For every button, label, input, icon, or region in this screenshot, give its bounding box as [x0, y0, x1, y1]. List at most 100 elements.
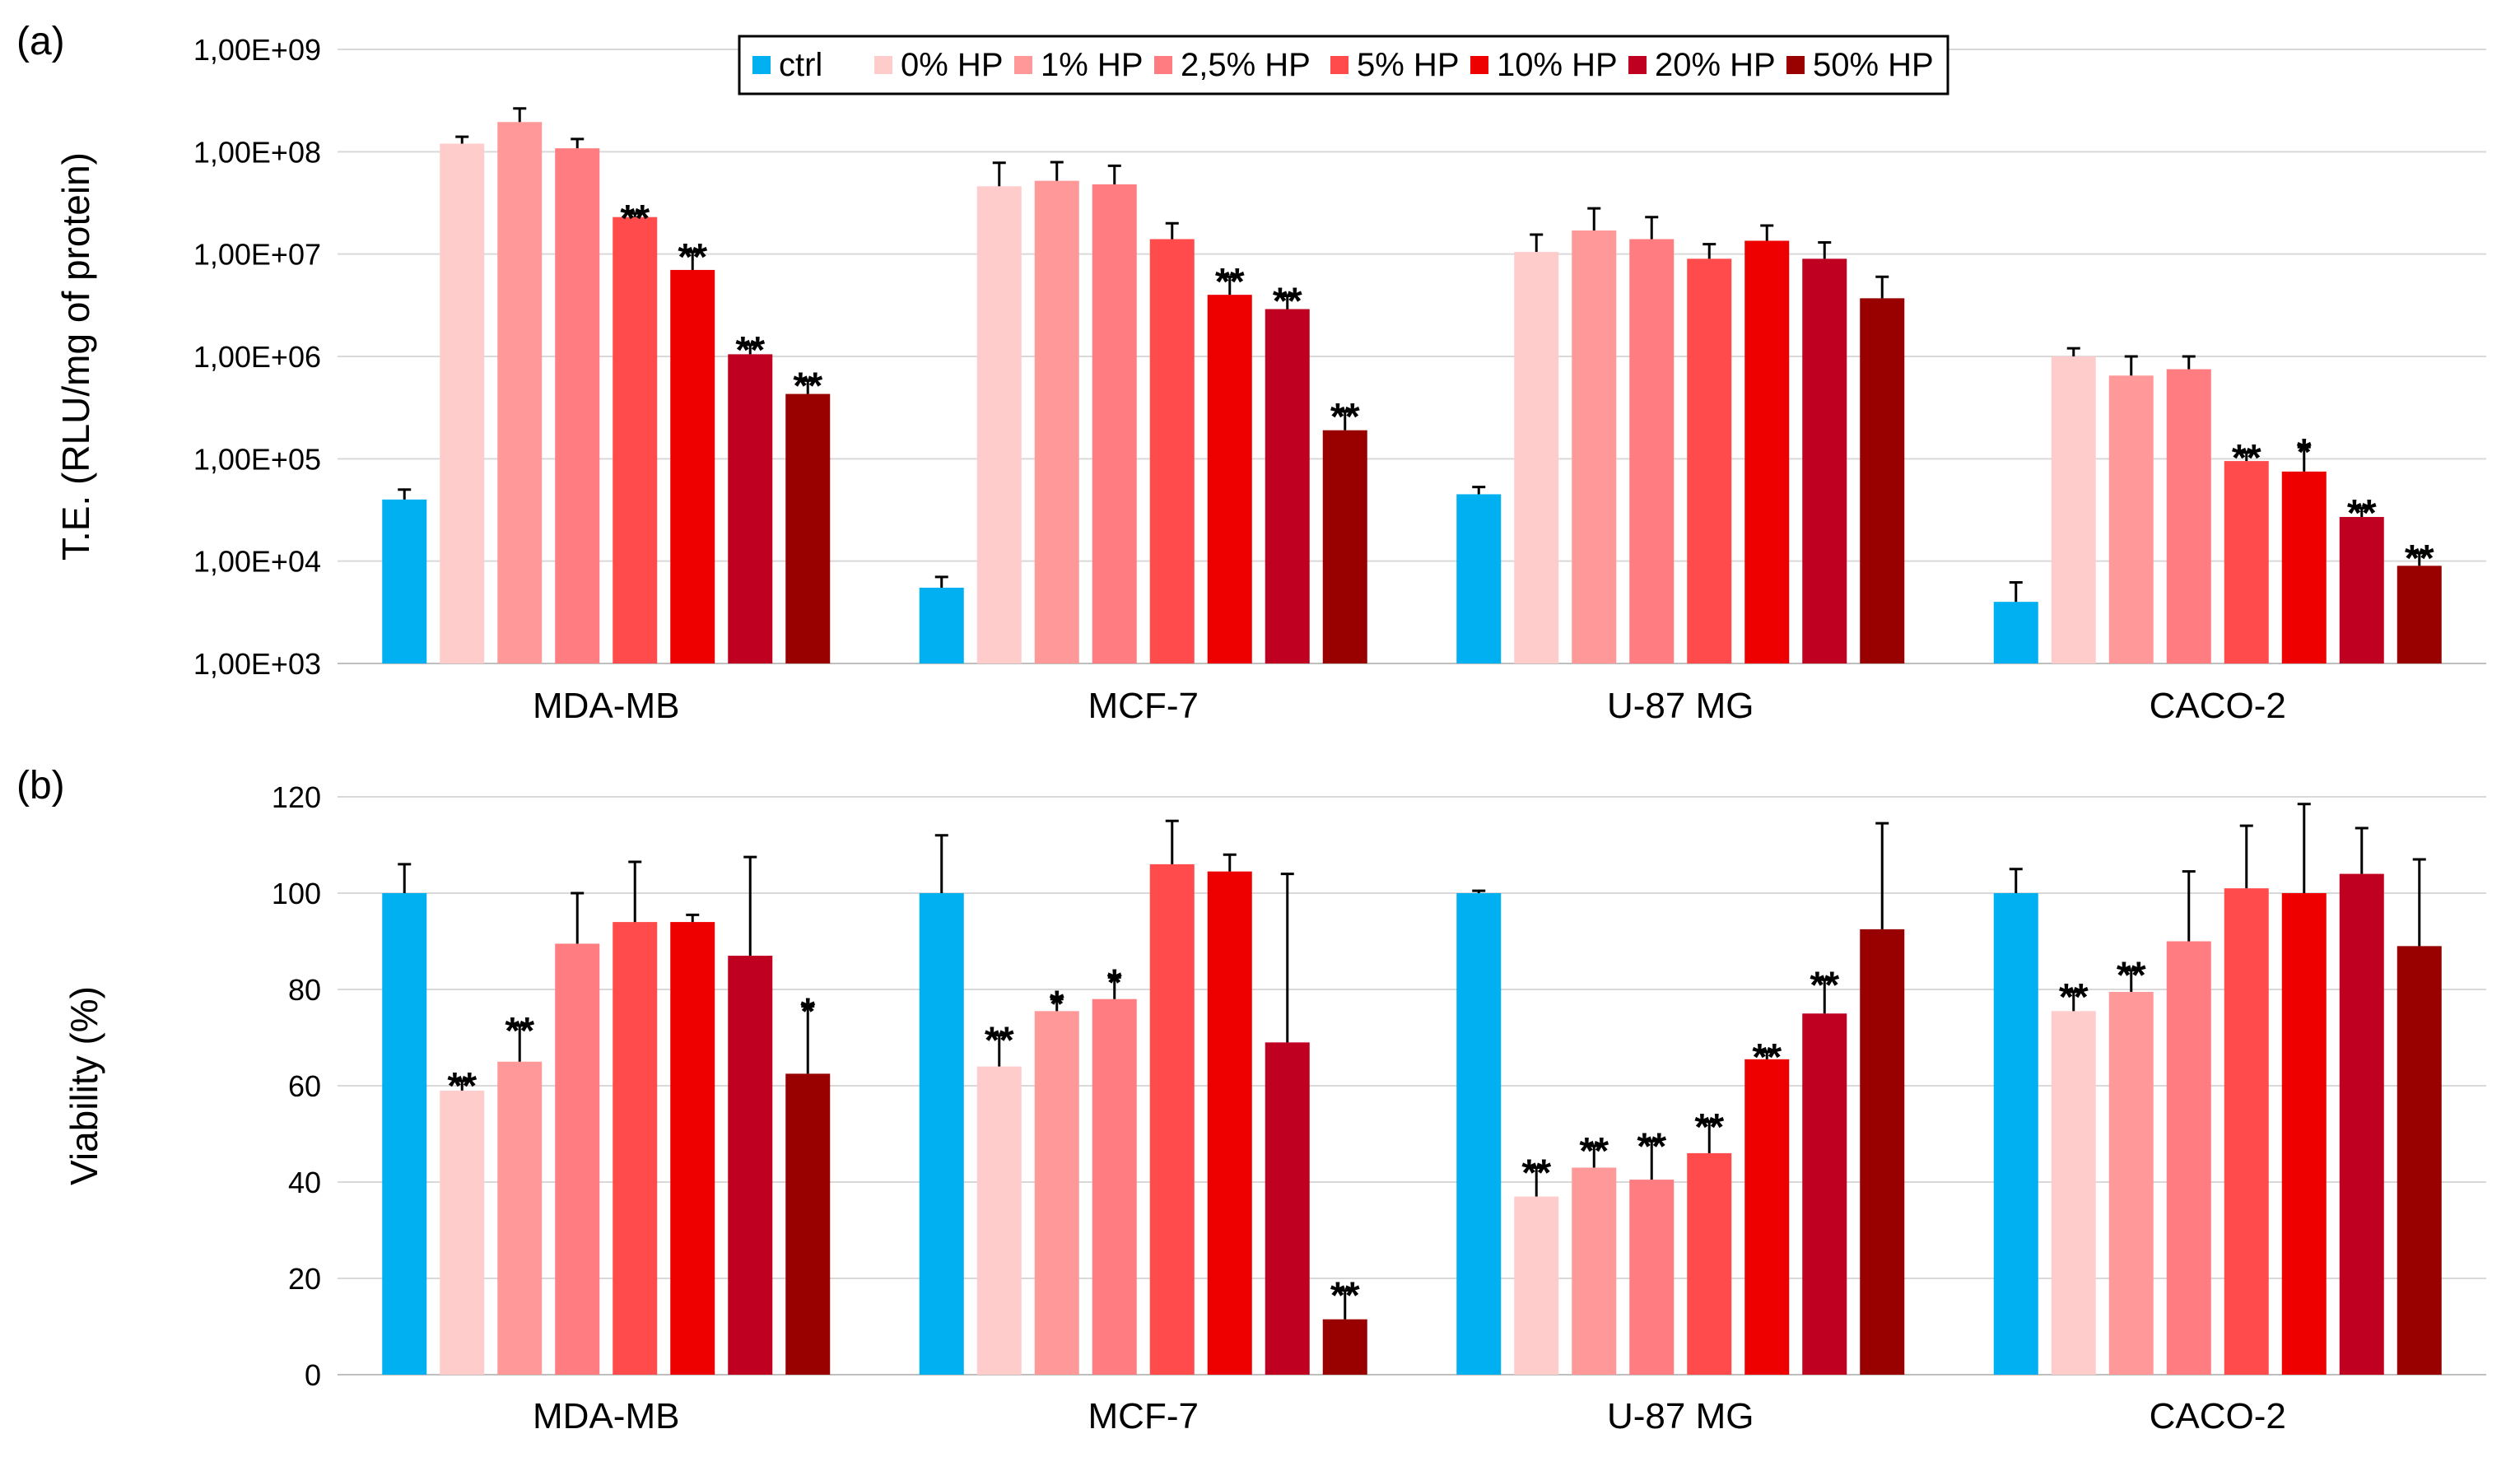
bar-u-87-mg-1-hp	[1572, 230, 1617, 664]
legend-label-0-hp: 0% HP	[901, 47, 1004, 83]
legend-label-20-hp: 20% HP	[1655, 47, 1776, 83]
legend-swatch-10-hp	[1470, 56, 1488, 74]
bar-caco-2-2-5-hp	[2166, 941, 2211, 1375]
significance-mda-mb-50-hp: *	[800, 989, 815, 1032]
significance-mcf-7-10-hp: **	[1215, 260, 1245, 303]
bar-mda-mb-2-5-hp	[555, 943, 600, 1375]
y-tick-label-1-00e-05: 1,00E+05	[193, 442, 321, 476]
legend-label-ctrl: ctrl	[779, 47, 822, 83]
legend-label-50-hp: 50% HP	[1813, 47, 1934, 83]
legend-swatch-ctrl	[752, 56, 771, 74]
bar-u-87-mg-10-hp	[1744, 1059, 1790, 1375]
significance-mcf-7-20-hp: **	[1273, 280, 1302, 323]
legend-label-10-hp: 10% HP	[1497, 47, 1618, 83]
bar-caco-2-10-hp	[2281, 893, 2327, 1375]
legend-label-2-5-hp: 2,5% HP	[1181, 47, 1311, 83]
legend-swatch-0-hp	[874, 56, 892, 74]
bar-mcf-7-5-hp	[1149, 863, 1195, 1375]
y-tick-label-100: 100	[272, 877, 321, 910]
bar-mda-mb-1-hp	[497, 1061, 543, 1375]
panel-a-transfection-chart: 1,00E+03 1,00E+04 1,00E+05 1,00E+06 1,00E+07…	[16, 20, 2486, 726]
bar-mcf-7-2-5-hp	[1092, 184, 1137, 663]
significance-u-87-mg-2-5-hp: **	[1637, 1124, 1666, 1167]
bar-mda-mb-5-hp	[613, 922, 658, 1375]
legend-swatch-1-hp	[1014, 56, 1032, 74]
bar-u-87-mg-5-hp	[1687, 258, 1732, 663]
significance-caco-2-5-hp: **	[2232, 436, 2261, 479]
bar-mcf-7-20-hp	[1265, 309, 1310, 663]
bar-mcf-7-2-5-hp	[1092, 998, 1137, 1375]
bar-mda-mb-1-hp	[497, 122, 543, 664]
bar-mda-mb-50-hp	[785, 1073, 831, 1375]
significance-mcf-7-0-hp: **	[985, 1019, 1014, 1062]
bar-mcf-7-0-hp	[976, 1066, 1022, 1375]
y-tick-label-40: 40	[288, 1166, 321, 1199]
y-tick-label-1-00e-03: 1,00E+03	[193, 647, 321, 681]
bar-caco-2-ctrl	[1993, 893, 2038, 1375]
category-label-caco-2: CACO-2	[2150, 1396, 2286, 1436]
legend-label-5-hp: 5% HP	[1357, 47, 1460, 83]
bar-u-87-mg-1-hp	[1572, 1167, 1617, 1375]
significance-mda-mb-5-hp: **	[620, 197, 650, 240]
legend-swatch-2-5-hp	[1154, 56, 1172, 74]
bar-caco-2-0-hp	[2051, 1011, 2096, 1375]
bar-u-87-mg-50-hp	[1860, 929, 1905, 1375]
bar-caco-2-2-5-hp	[2166, 369, 2211, 663]
category-label-mda-mb: MDA-MB	[533, 686, 679, 726]
bar-mda-mb-2-5-hp	[555, 148, 600, 664]
bar-u-87-mg-5-hp	[1687, 1152, 1732, 1375]
significance-u-87-mg-0-hp: **	[1521, 1151, 1551, 1194]
legend-swatch-20-hp	[1628, 56, 1647, 74]
bar-mda-mb-10-hp	[670, 922, 715, 1375]
legend: ctrl 0% HP 1% HP 2,5% HP 5% HP 10% HP 20% HP 50…	[738, 35, 1949, 95]
bar-caco-2-50-hp	[2397, 566, 2442, 663]
significance-mcf-7-1-hp: *	[1050, 983, 1064, 1026]
bar-mcf-7-ctrl	[919, 587, 964, 663]
significance-caco-2-1-hp: **	[2117, 954, 2146, 997]
bar-u-87-mg-10-hp	[1744, 240, 1790, 664]
legend-swatch-5-hp	[1330, 56, 1349, 74]
category-label-u-87-mg: U-87 MG	[1607, 686, 1754, 726]
significance-mda-mb-20-hp: **	[735, 328, 765, 371]
panel-label: (a)	[16, 20, 65, 63]
panel-label: (b)	[16, 764, 65, 808]
bar-mcf-7-50-hp	[1322, 430, 1367, 663]
bar-mcf-7-5-hp	[1149, 239, 1195, 664]
y-tick-label-80: 80	[288, 973, 321, 1007]
bar-caco-2-0-hp	[2051, 356, 2096, 663]
bar-mda-mb-0-hp	[440, 1090, 485, 1375]
bar-mcf-7-ctrl	[919, 893, 964, 1375]
bar-mda-mb-ctrl	[382, 499, 427, 663]
bar-mcf-7-1-hp	[1034, 1011, 1079, 1375]
bar-mda-mb-20-hp	[728, 956, 773, 1375]
y-tick-label-1-00e-06: 1,00E+06	[193, 340, 321, 374]
bar-mda-mb-ctrl	[382, 893, 427, 1375]
bar-u-87-mg-20-hp	[1802, 258, 1847, 663]
significance-caco-2-10-hp: *	[2297, 431, 2312, 473]
significance-mcf-7-50-hp: **	[1330, 395, 1360, 438]
category-label-caco-2: CACO-2	[2150, 686, 2286, 726]
bar-mda-mb-0-hp	[440, 143, 485, 663]
bar-caco-2-5-hp	[2224, 461, 2269, 663]
bar-u-87-mg-20-hp	[1802, 1013, 1847, 1375]
bar-mcf-7-20-hp	[1265, 1042, 1310, 1375]
y-tick-label-1-00e-07: 1,00E+07	[193, 238, 321, 272]
bar-u-87-mg-ctrl	[1456, 494, 1502, 663]
bar-u-87-mg-0-hp	[1514, 1196, 1559, 1375]
bar-mda-mb-10-hp	[670, 269, 715, 663]
bar-caco-2-50-hp	[2397, 946, 2442, 1375]
bar-u-87-mg-0-hp	[1514, 252, 1559, 663]
y-tick-label-120: 120	[272, 780, 321, 814]
bar-caco-2-1-hp	[2108, 991, 2154, 1375]
bar-mcf-7-50-hp	[1322, 1319, 1367, 1375]
significance-mcf-7-50-hp: **	[1330, 1274, 1360, 1317]
bar-caco-2-20-hp	[2339, 873, 2384, 1375]
y-axis-title: T.E. (RLU/mg of protein)	[54, 152, 97, 561]
category-label-mcf-7: MCF-7	[1088, 686, 1199, 726]
bar-u-87-mg-2-5-hp	[1629, 1180, 1675, 1375]
y-tick-label-1-00e-09: 1,00E+09	[193, 33, 321, 67]
y-tick-label-1-00e-08: 1,00E+08	[193, 135, 321, 169]
